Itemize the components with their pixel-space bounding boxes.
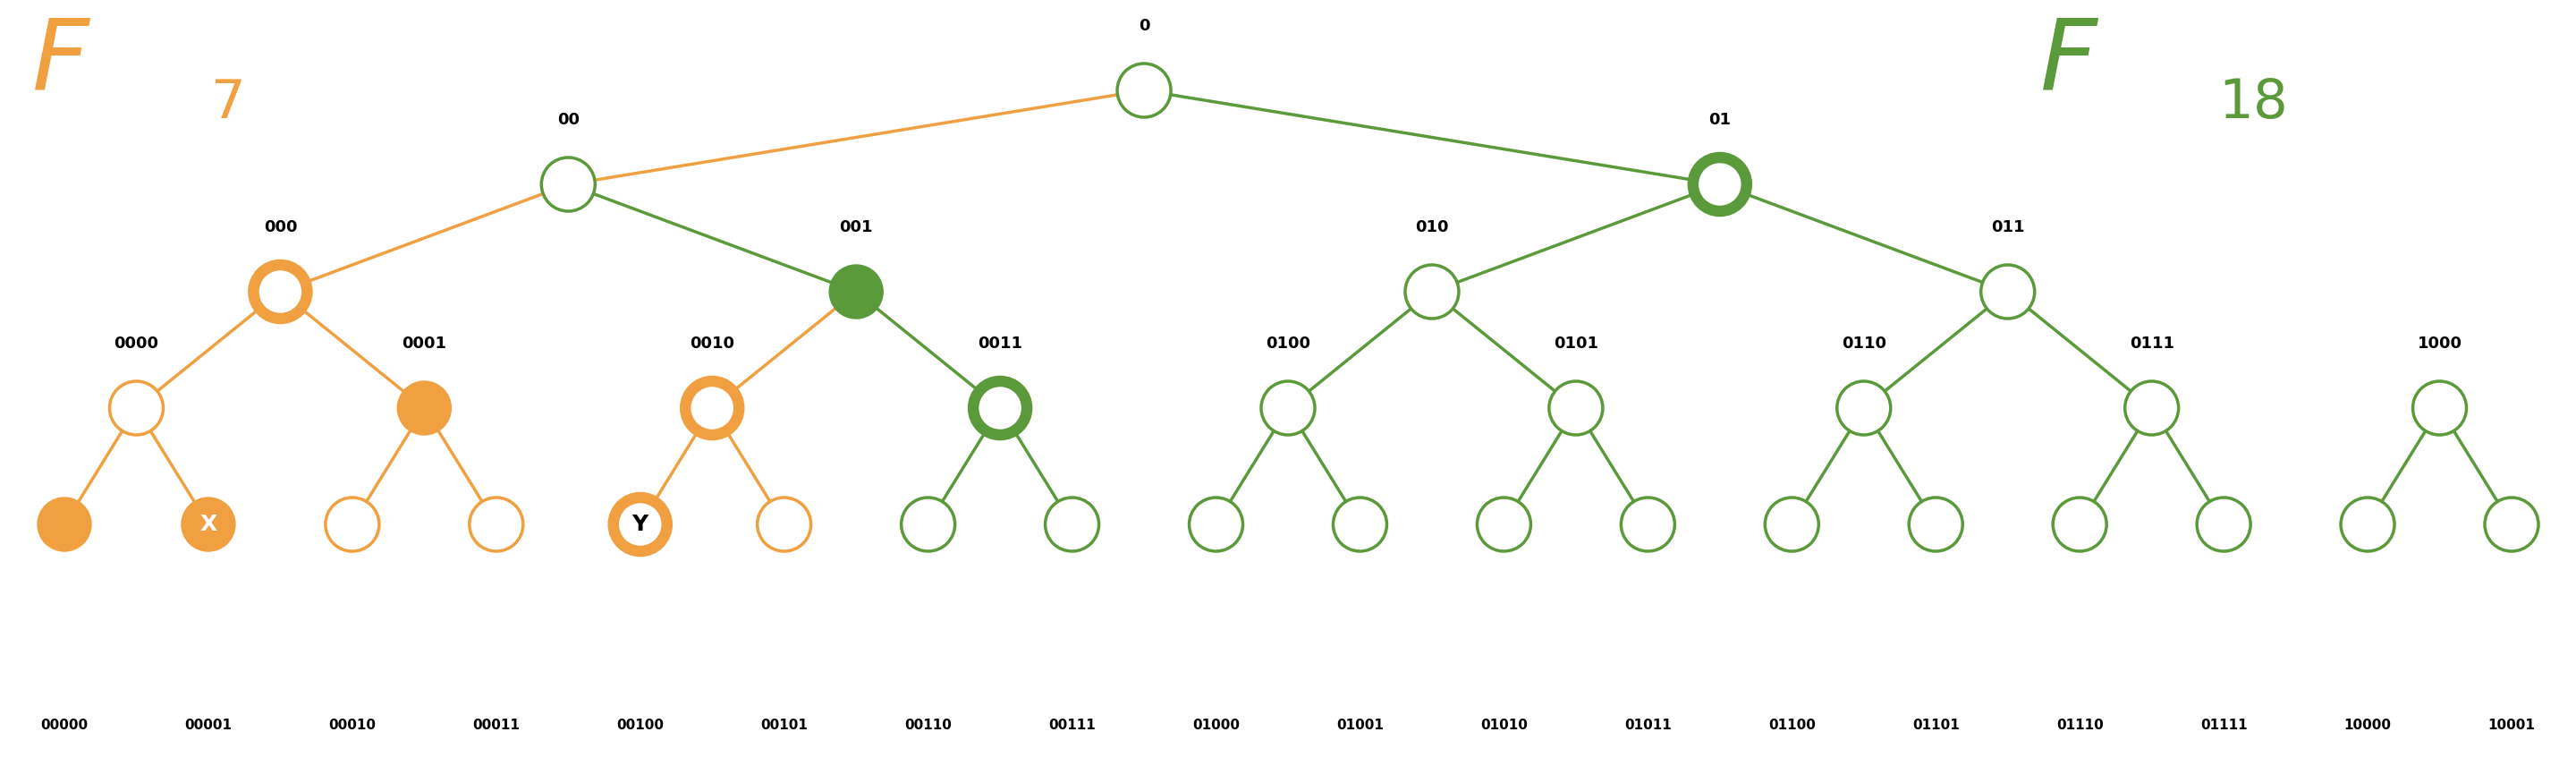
- Text: $\mathit{18}$: $\mathit{18}$: [2218, 77, 2285, 129]
- Ellipse shape: [829, 265, 884, 319]
- Text: 0101: 0101: [1553, 336, 1597, 352]
- Ellipse shape: [1837, 381, 1891, 435]
- Ellipse shape: [1909, 498, 1963, 552]
- Text: $\mathit{F}$: $\mathit{F}$: [31, 15, 90, 110]
- Text: $\mathit{7}$: $\mathit{7}$: [211, 77, 242, 129]
- Ellipse shape: [2414, 381, 2465, 435]
- Ellipse shape: [1190, 498, 1242, 552]
- Text: $\mathit{F}$: $\mathit{F}$: [2040, 15, 2099, 110]
- Text: 01100: 01100: [1767, 719, 1816, 732]
- Ellipse shape: [1334, 498, 1386, 552]
- Text: 01000: 01000: [1193, 719, 1239, 732]
- Ellipse shape: [111, 381, 162, 435]
- Text: 01101: 01101: [1911, 719, 1960, 732]
- Ellipse shape: [180, 498, 234, 552]
- Text: 10000: 10000: [2344, 719, 2391, 732]
- Ellipse shape: [1118, 64, 1172, 117]
- Ellipse shape: [1476, 498, 1530, 552]
- Text: X: X: [201, 514, 216, 535]
- Ellipse shape: [613, 498, 667, 552]
- Text: 00110: 00110: [904, 719, 951, 732]
- Text: 0010: 0010: [690, 336, 734, 352]
- Text: 01001: 01001: [1337, 719, 1383, 732]
- Ellipse shape: [39, 498, 90, 552]
- Text: 01: 01: [1708, 112, 1731, 128]
- Ellipse shape: [2342, 498, 2396, 552]
- Ellipse shape: [757, 498, 811, 552]
- Text: 00010: 00010: [330, 719, 376, 732]
- Text: 0001: 0001: [402, 336, 446, 352]
- Ellipse shape: [325, 498, 379, 552]
- Text: 01011: 01011: [1625, 719, 1672, 732]
- Text: 00: 00: [556, 112, 580, 128]
- Text: 0: 0: [1139, 18, 1149, 34]
- Text: 00100: 00100: [616, 719, 665, 732]
- Text: 0011: 0011: [979, 336, 1023, 352]
- Text: 0100: 0100: [1265, 336, 1311, 352]
- Ellipse shape: [902, 498, 956, 552]
- Ellipse shape: [397, 381, 451, 435]
- Ellipse shape: [252, 265, 307, 319]
- Ellipse shape: [469, 498, 523, 552]
- Text: 000: 000: [263, 219, 296, 235]
- Ellipse shape: [1765, 498, 1819, 552]
- Text: 01111: 01111: [2200, 719, 2246, 732]
- Ellipse shape: [2125, 381, 2179, 435]
- Ellipse shape: [685, 381, 739, 435]
- Text: 01010: 01010: [1481, 719, 1528, 732]
- Ellipse shape: [1692, 158, 1747, 211]
- Text: 0110: 0110: [1842, 336, 1886, 352]
- Text: 00001: 00001: [185, 719, 232, 732]
- Text: Y: Y: [631, 514, 649, 535]
- Ellipse shape: [1548, 381, 1602, 435]
- Ellipse shape: [2053, 498, 2107, 552]
- Ellipse shape: [2486, 498, 2537, 552]
- Ellipse shape: [1620, 498, 1674, 552]
- Text: 001: 001: [840, 219, 873, 235]
- Text: 011: 011: [1991, 219, 2025, 235]
- Text: 00101: 00101: [760, 719, 809, 732]
- Ellipse shape: [2197, 498, 2251, 552]
- Text: 00000: 00000: [41, 719, 88, 732]
- Ellipse shape: [541, 158, 595, 211]
- Text: 01110: 01110: [2056, 719, 2105, 732]
- Text: 010: 010: [1414, 219, 1448, 235]
- Text: 00111: 00111: [1048, 719, 1095, 732]
- Ellipse shape: [1262, 381, 1314, 435]
- Text: 00011: 00011: [471, 719, 520, 732]
- Text: 0111: 0111: [2130, 336, 2174, 352]
- Text: 1000: 1000: [2416, 336, 2463, 352]
- Text: 0000: 0000: [113, 336, 160, 352]
- Ellipse shape: [1404, 265, 1458, 319]
- Ellipse shape: [1981, 265, 2035, 319]
- Ellipse shape: [1046, 498, 1100, 552]
- Text: 10001: 10001: [2488, 719, 2535, 732]
- Ellipse shape: [974, 381, 1028, 435]
